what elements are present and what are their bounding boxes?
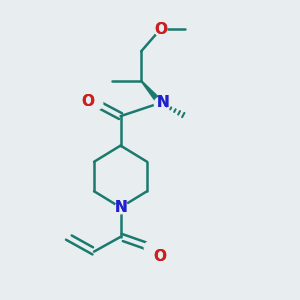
Text: N: N <box>114 200 127 215</box>
Text: O: O <box>154 22 167 37</box>
Text: O: O <box>81 94 94 109</box>
Text: O: O <box>81 94 94 109</box>
Text: N: N <box>114 200 127 215</box>
Text: O: O <box>153 249 166 264</box>
Text: O: O <box>154 22 167 37</box>
Text: N: N <box>157 95 169 110</box>
Polygon shape <box>141 81 163 105</box>
Text: O: O <box>153 249 166 264</box>
Text: N: N <box>157 95 169 110</box>
